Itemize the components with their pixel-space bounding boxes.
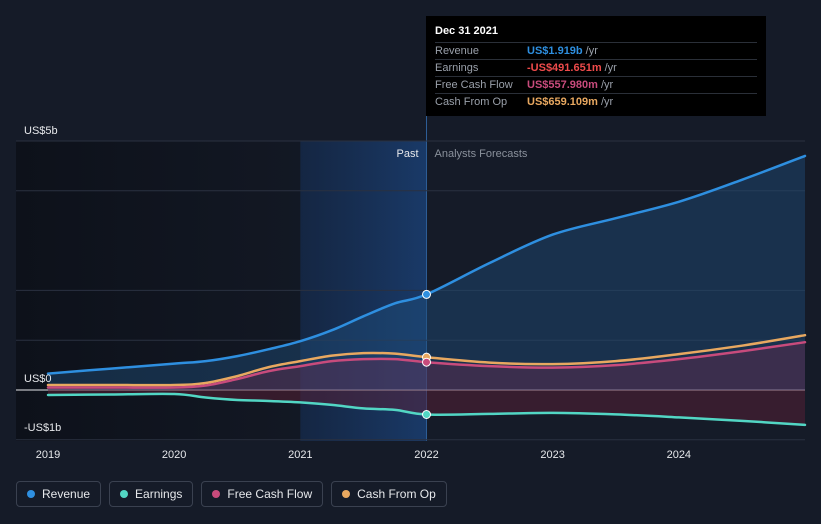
legend-label: Cash From Op [357, 487, 436, 501]
legend-item-revenue[interactable]: Revenue [16, 481, 102, 507]
revenue-marker[interactable] [422, 289, 431, 299]
y-tick-label: -US$1b [24, 422, 61, 434]
x-tick-label: 2019 [36, 449, 60, 461]
legend-item-earnings[interactable]: Earnings [109, 481, 194, 507]
tooltip-date: Dec 31 2021 [435, 25, 498, 37]
tooltip-series-name: Free Cash Flow [435, 79, 513, 91]
legend-label: Free Cash Flow [227, 487, 313, 501]
legend-dot-icon [342, 490, 351, 498]
revenue-area [48, 155, 805, 390]
earnings-area [48, 390, 805, 425]
tooltip-series-value: US$659.109m [527, 96, 598, 108]
tooltip-series-name: Revenue [435, 45, 480, 57]
tooltip-unit: /yr [585, 45, 598, 57]
earnings-line [46, 392, 807, 427]
y-tick-label: US$0 [24, 373, 52, 385]
x-tick-label: 2024 [667, 449, 691, 461]
tooltip-unit: /yr [600, 79, 614, 91]
y-tick-label: US$5b [24, 125, 58, 137]
legend-dot-icon [27, 490, 35, 498]
tooltip-unit: /yr [604, 62, 617, 74]
tooltip-row: Earnings -US$491.651m/yr [435, 59, 757, 76]
free-cash-flow-line [46, 340, 807, 389]
legend-dot-icon [120, 490, 129, 498]
x-tick-label: 2023 [540, 449, 564, 461]
tooltip-row: Cash From Op US$659.109m/yr [435, 93, 757, 110]
x-tick-label: 2021 [288, 449, 312, 461]
legend-label: Earnings [135, 487, 183, 501]
x-tick-label: 2020 [162, 449, 186, 461]
free-cash-flow-marker[interactable] [422, 357, 431, 367]
tooltip-series-value: US$1.919b [527, 45, 583, 57]
revenue-line [46, 154, 807, 375]
legend-dot-icon [212, 490, 221, 498]
cash-from-op-line [46, 333, 807, 387]
tooltip-series-name: Earnings [435, 62, 479, 74]
chart-legend: Revenue Earnings Free Cash Flow Cash From O… [16, 481, 447, 509]
data-tooltip: Dec 31 2021 Revenue US$1.919b/yr Earnings -… [426, 16, 766, 116]
tooltip-unit: /yr [600, 96, 614, 108]
tooltip-row: Revenue US$1.919b/yr [435, 42, 757, 59]
tooltip-row: Free Cash Flow US$557.980m/yr [435, 76, 757, 93]
past-label: Past [396, 148, 418, 160]
forecast-label: Analysts Forecasts [435, 148, 528, 160]
tooltip-series-value: US$557.980m [527, 79, 598, 91]
legend-item-cash-from-op[interactable]: Cash From Op [331, 481, 447, 507]
legend-item-free-cash-flow[interactable]: Free Cash Flow [201, 481, 324, 507]
x-tick-label: 2022 [414, 449, 438, 461]
tooltip-series-name: Cash From Op [435, 96, 508, 108]
tooltip-series-value: -US$491.651m [527, 62, 602, 74]
earnings-marker[interactable] [422, 410, 431, 420]
legend-label: Revenue [42, 487, 91, 501]
